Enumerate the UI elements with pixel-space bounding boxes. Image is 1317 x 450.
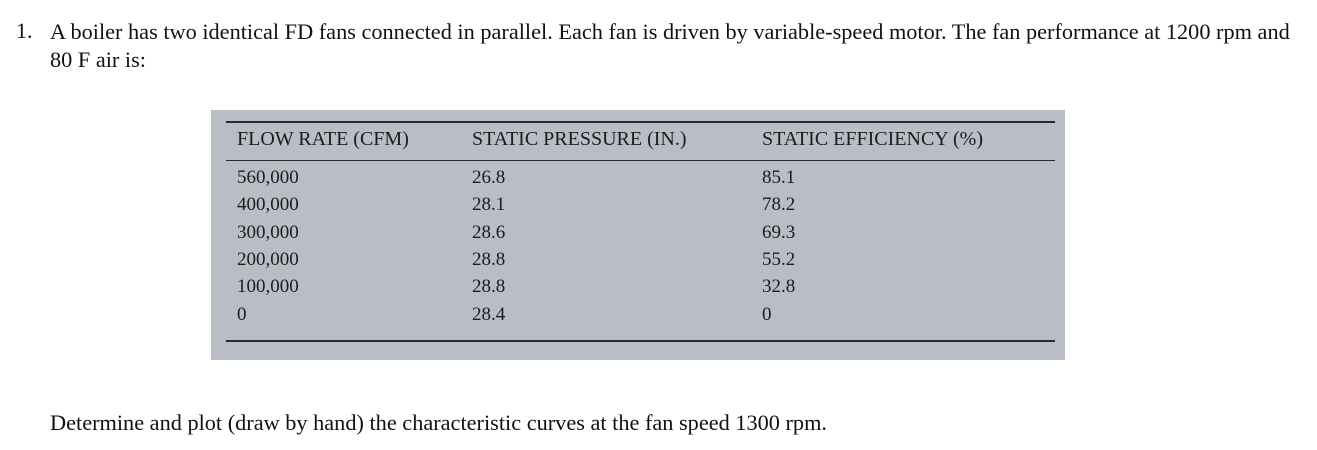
table-cell: 32.8: [762, 276, 796, 298]
table-cell: 28.6: [472, 221, 506, 243]
question-number: 1.: [16, 18, 33, 43]
table-cell: 28.1: [472, 194, 506, 216]
table-cell: 69.3: [762, 221, 796, 243]
question-text: A boiler has two identical FD fans conne…: [50, 19, 1290, 72]
table-cell: 560,000: [237, 167, 299, 188]
table-cell: 78.2: [762, 194, 796, 216]
instruction-text: Determine and plot (draw by hand) the ch…: [50, 410, 827, 435]
table-cell: 200,000: [237, 248, 299, 270]
table-cell: 28.8: [472, 276, 506, 298]
table-bottom-rule: [226, 340, 1055, 342]
table-cell: 55.2: [762, 248, 796, 270]
table-cell: 100,000: [237, 276, 299, 298]
table-cell: 400,000: [237, 194, 299, 216]
table-cell: 0: [237, 303, 247, 325]
table-top-rule: [226, 121, 1055, 123]
table-header-rule: [226, 160, 1055, 161]
table-cell: 28.4: [472, 303, 506, 325]
table-header: FLOW RATE (CFM): [237, 128, 409, 150]
table-cell: 0: [762, 303, 772, 325]
table-header: STATIC PRESSURE (IN.): [472, 128, 687, 150]
table-cell: 26.8: [472, 167, 506, 188]
table-cell: 300,000: [237, 221, 299, 243]
table-header: STATIC EFFICIENCY (%): [762, 128, 983, 150]
data-table: FLOW RATE (CFM) STATIC PRESSURE (IN.) STAT…: [211, 110, 1065, 360]
table-cell: 28.8: [472, 248, 506, 270]
table-cell: 85.1: [762, 167, 796, 188]
